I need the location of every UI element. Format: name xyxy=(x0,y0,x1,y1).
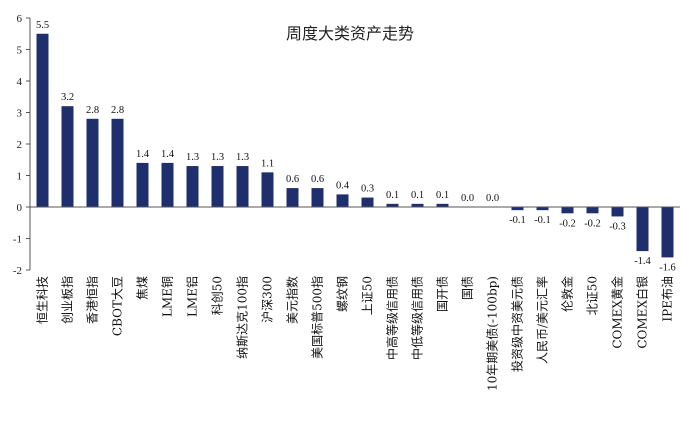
y-tick-label: 3 xyxy=(17,108,23,120)
x-tick-label: 10年期美债(-100bp) xyxy=(486,276,500,391)
bar xyxy=(561,207,574,214)
bar xyxy=(511,207,524,211)
y-tick-label: 0 xyxy=(17,202,23,214)
bar xyxy=(186,166,199,207)
bar xyxy=(386,203,399,207)
bar xyxy=(36,33,49,207)
data-label: -0.2 xyxy=(584,218,601,229)
bar xyxy=(311,188,324,207)
data-label: 1.4 xyxy=(161,149,175,160)
bar xyxy=(111,118,124,207)
x-tick-label: COMEX黄金 xyxy=(610,276,625,349)
bar xyxy=(236,166,249,207)
bar xyxy=(61,106,74,207)
data-label: 0.1 xyxy=(436,190,449,201)
x-tick-label: 上证50 xyxy=(361,276,375,315)
y-tick-label: -1 xyxy=(13,234,22,246)
data-label: 1.3 xyxy=(186,152,199,163)
x-tick-label: 美元指数 xyxy=(285,276,300,324)
bar xyxy=(586,207,599,214)
bar xyxy=(336,194,349,207)
chart-title: 周度大类资产走势 xyxy=(285,24,414,43)
bar xyxy=(536,207,549,211)
x-tick-label: IPE布油 xyxy=(661,276,675,322)
x-tick-label: 螺纹钢 xyxy=(336,276,350,312)
bar xyxy=(611,207,624,217)
data-label: 1.1 xyxy=(261,158,274,169)
x-tick-label: 恒生科技 xyxy=(36,276,50,324)
data-label: 0.3 xyxy=(361,184,374,195)
data-label: 0.6 xyxy=(311,174,324,185)
x-tick-label: 国开债 xyxy=(436,276,450,312)
x-tick-label: COMEX白银 xyxy=(635,276,650,349)
x-tick-label: 焦煤 xyxy=(136,276,150,300)
x-tick-label: 国债 xyxy=(461,276,475,300)
bar xyxy=(86,118,99,207)
bar xyxy=(211,166,224,207)
data-label: -0.3 xyxy=(609,221,626,232)
x-tick-label: 中低等级信用债 xyxy=(410,276,425,360)
data-label: -1.6 xyxy=(659,262,676,273)
data-label: 0.4 xyxy=(336,180,350,191)
x-tick-label: LME铝 xyxy=(185,276,200,317)
bar xyxy=(661,207,674,258)
data-label: -0.1 xyxy=(509,215,526,226)
data-label: 0.6 xyxy=(286,174,299,185)
bar xyxy=(361,197,374,207)
y-tick-label: 2 xyxy=(17,139,23,151)
x-tick-label: 美国标普500指 xyxy=(310,276,325,359)
x-tick-label: 创业板指 xyxy=(60,276,75,324)
x-tick-label: 纳斯达克100指 xyxy=(235,276,250,359)
x-tick-label: LME铜 xyxy=(160,276,175,317)
bar xyxy=(436,203,449,207)
x-tick-label: 北证50 xyxy=(586,276,600,315)
data-label: 0.1 xyxy=(386,190,399,201)
x-tick-label: 中高等级信用债 xyxy=(385,276,400,360)
data-label: 1.4 xyxy=(136,149,150,160)
bar xyxy=(286,188,299,207)
bar xyxy=(636,207,649,252)
bar xyxy=(136,162,149,207)
data-label: 3.2 xyxy=(61,92,74,103)
data-label: 2.8 xyxy=(111,105,124,116)
bar xyxy=(161,162,174,207)
y-tick-label: 6 xyxy=(17,13,23,25)
bar xyxy=(411,203,424,207)
x-tick-label: 香港恒指 xyxy=(85,276,100,324)
data-label: 2.8 xyxy=(86,105,99,116)
x-tick-label: CBOT大豆 xyxy=(111,276,125,336)
y-tick-label: -2 xyxy=(13,265,22,277)
bar xyxy=(261,172,274,207)
data-label: -0.1 xyxy=(534,215,551,226)
data-label: 0.1 xyxy=(411,190,424,201)
data-label: 0.0 xyxy=(461,193,474,204)
x-tick-label: 科创50 xyxy=(211,276,225,315)
data-label: -0.2 xyxy=(559,218,576,229)
x-tick-label: 伦敦金 xyxy=(560,276,575,312)
data-label: 1.3 xyxy=(236,152,249,163)
x-tick-label: 沪深300 xyxy=(261,276,275,323)
data-label: 5.5 xyxy=(36,20,49,31)
data-label: -1.4 xyxy=(634,256,651,267)
y-tick-label: 1 xyxy=(17,171,23,183)
x-tick-label: 人民币/美元汇率 xyxy=(535,276,550,364)
y-tick-label: 5 xyxy=(17,45,23,57)
y-tick-label: 4 xyxy=(17,76,23,88)
x-tick-label: 投资级中资美元债 xyxy=(510,276,525,372)
data-label: 1.3 xyxy=(211,152,224,163)
data-label: 0.0 xyxy=(486,193,499,204)
